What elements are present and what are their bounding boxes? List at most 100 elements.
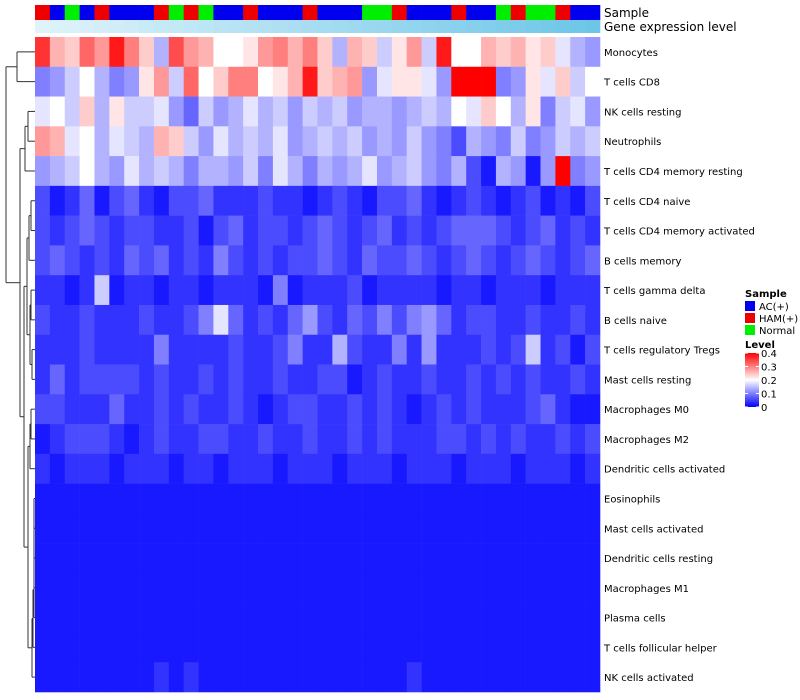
- heatmap-cell: [451, 304, 467, 336]
- heatmap-cell: [79, 215, 95, 246]
- row-labels: Monocytes T cells CD8 NK cells resting Neut…: [603, 48, 755, 684]
- heatmap-cell: [213, 96, 229, 127]
- heatmap-cell: [153, 245, 170, 276]
- heatmap-cell: [213, 632, 229, 663]
- heatmap-cell: [466, 304, 482, 336]
- heatmap-cell: [94, 364, 110, 395]
- heatmap-cell: [213, 543, 229, 574]
- heatmap-cell: [302, 96, 318, 127]
- heatmap-cell: [213, 245, 229, 276]
- heatmap-cell: [79, 275, 95, 306]
- heatmap-cell: [35, 275, 51, 306]
- expression-annotation-cell: [183, 20, 199, 33]
- sample-annotation-cell: [168, 5, 184, 20]
- heatmap-cell: [317, 662, 333, 693]
- heatmap-cell: [302, 394, 318, 425]
- heatmap-cell: [228, 304, 244, 336]
- heatmap-cell: [287, 275, 303, 306]
- heatmap-cell: [451, 275, 467, 306]
- heatmap-cell: [436, 453, 452, 484]
- heatmap-cell: [183, 572, 199, 603]
- heatmap-cell: [451, 37, 467, 68]
- heatmap-cell: [198, 126, 214, 157]
- heatmap-cell: [198, 483, 214, 514]
- heatmap-cell: [94, 275, 110, 306]
- heatmap-cell: [64, 632, 80, 663]
- heatmap-cell: [139, 66, 155, 97]
- heatmap-cell: [35, 513, 51, 544]
- heatmap-cell: [436, 215, 452, 246]
- heatmap-cell: [272, 483, 289, 514]
- heatmap-cell: [243, 572, 259, 603]
- heatmap-cell: [436, 66, 452, 97]
- heatmap-cell: [153, 394, 170, 425]
- expression-annotation-cell: [406, 20, 422, 33]
- heatmap-cell: [139, 483, 155, 514]
- heatmap-cell: [525, 543, 541, 574]
- heatmap-cell: [317, 185, 333, 216]
- heatmap-cell: [64, 334, 80, 365]
- sample-annotation-cell: [362, 5, 378, 20]
- row-label: Macrophages M2: [604, 435, 689, 446]
- heatmap-cell: [94, 513, 110, 544]
- heatmap-cell: [198, 334, 214, 365]
- heatmap-cell: [436, 126, 452, 157]
- row-label: B cells memory: [604, 256, 681, 267]
- heatmap-cell: [570, 632, 586, 663]
- heatmap-cell: [317, 156, 333, 187]
- heatmap-cell: [510, 66, 526, 97]
- heatmap-cell: [540, 185, 556, 216]
- row-label: Dendritic cells resting: [604, 554, 713, 565]
- heatmap-cell: [35, 453, 51, 484]
- row-dendrogram: [5, 51, 35, 678]
- heatmap-cell: [570, 126, 586, 157]
- heatmap-cell: [421, 304, 437, 336]
- row-label: T cells CD4 naive: [603, 197, 690, 208]
- row-label: Mast cells resting: [604, 375, 691, 386]
- expression-annotation-cell: [168, 20, 184, 33]
- heatmap-cell: [391, 572, 408, 603]
- heatmap-cell: [124, 96, 140, 127]
- heatmap-cell: [421, 483, 437, 514]
- heatmap-cell: [406, 364, 422, 395]
- heatmap-cell: [302, 453, 318, 484]
- heatmap-cell: [466, 543, 482, 574]
- heatmap-cell: [406, 483, 422, 514]
- heatmap-cell: [168, 304, 184, 336]
- heatmap-cell: [510, 572, 526, 603]
- heatmap-cell: [495, 662, 512, 693]
- heatmap-cell: [124, 602, 140, 633]
- heatmap-cell: [139, 304, 155, 336]
- heatmap-cell: [94, 632, 110, 663]
- heatmap-cell: [362, 632, 378, 663]
- heatmap-cell: [198, 602, 214, 633]
- heatmap-cell: [451, 662, 467, 693]
- heatmap-cell: [555, 156, 571, 187]
- row-label: Dendritic cells activated: [604, 465, 725, 476]
- heatmap-cell: [198, 394, 214, 425]
- heatmap-cell: [421, 275, 437, 306]
- heatmap-cell: [124, 662, 140, 693]
- heatmap-cell: [466, 662, 482, 693]
- heatmap-cell: [391, 185, 408, 216]
- heatmap-cell: [49, 275, 66, 306]
- expression-annotation-cell: [347, 20, 363, 33]
- heatmap-cell: [570, 215, 586, 246]
- heatmap-cell: [272, 424, 289, 455]
- heatmap-cell: [317, 394, 333, 425]
- legend-tick-label: 0.1: [761, 390, 777, 401]
- heatmap-cell: [272, 304, 289, 336]
- heatmap-cell: [258, 483, 274, 514]
- legend-sample-swatch: [745, 313, 755, 323]
- heatmap-cell: [525, 602, 541, 633]
- heatmap-cell: [258, 215, 274, 246]
- heatmap-cell: [49, 156, 66, 187]
- heatmap-cell: [64, 453, 80, 484]
- heatmap-cell: [317, 572, 333, 603]
- heatmap-cell: [332, 543, 348, 574]
- heatmap-cell: [317, 543, 333, 574]
- heatmap-cell: [64, 602, 80, 633]
- heatmap-cell: [451, 543, 467, 574]
- heatmap-cell: [213, 334, 229, 365]
- heatmap-cell: [139, 572, 155, 603]
